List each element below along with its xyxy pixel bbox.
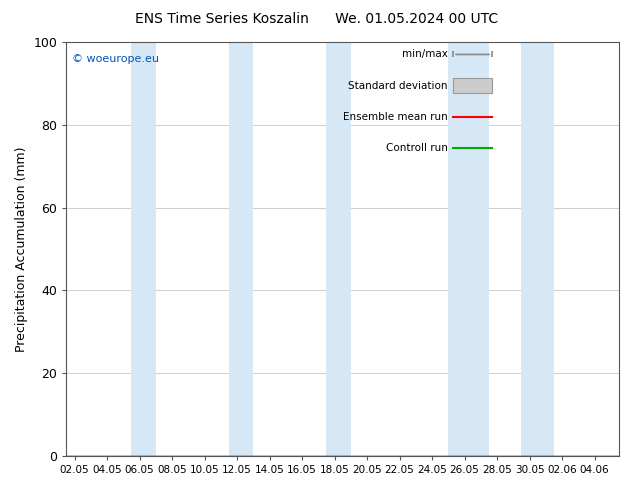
Bar (522, 42, 554, 456)
Text: min/max: min/max (402, 49, 448, 59)
Text: Ensemble mean run: Ensemble mean run (343, 112, 448, 122)
Text: Controll run: Controll run (386, 143, 448, 152)
FancyBboxPatch shape (453, 78, 492, 93)
Bar (448, 42, 489, 456)
Text: © woeurope.eu: © woeurope.eu (72, 54, 159, 65)
Text: Standard deviation: Standard deviation (348, 80, 448, 91)
Bar (327, 42, 351, 456)
Y-axis label: Precipitation Accumulation (mm): Precipitation Accumulation (mm) (15, 146, 28, 352)
Bar (131, 42, 156, 456)
Bar (229, 42, 254, 456)
Text: ENS Time Series Koszalin      We. 01.05.2024 00 UTC: ENS Time Series Koszalin We. 01.05.2024 … (136, 12, 498, 26)
